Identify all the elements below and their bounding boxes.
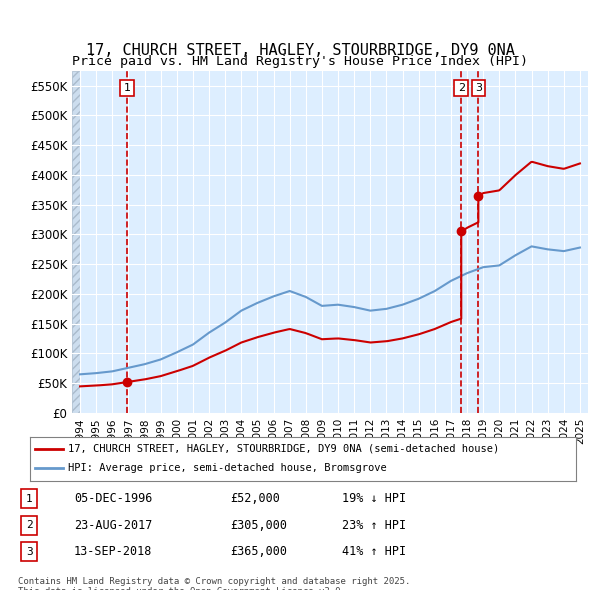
Text: 2: 2 — [458, 83, 465, 93]
Text: 17, CHURCH STREET, HAGLEY, STOURBRIDGE, DY9 0NA: 17, CHURCH STREET, HAGLEY, STOURBRIDGE, … — [86, 42, 514, 58]
Text: 23-AUG-2017: 23-AUG-2017 — [74, 519, 152, 532]
Text: Contains HM Land Registry data © Crown copyright and database right 2025.
This d: Contains HM Land Registry data © Crown c… — [18, 577, 410, 590]
Text: 05-DEC-1996: 05-DEC-1996 — [74, 492, 152, 505]
Text: £365,000: £365,000 — [230, 545, 287, 558]
Text: 1: 1 — [124, 83, 131, 93]
Text: Price paid vs. HM Land Registry's House Price Index (HPI): Price paid vs. HM Land Registry's House … — [72, 55, 528, 68]
Text: 3: 3 — [475, 83, 482, 93]
Text: 1: 1 — [26, 494, 32, 504]
Text: £52,000: £52,000 — [230, 492, 280, 505]
Text: 3: 3 — [26, 546, 32, 556]
Text: 19% ↓ HPI: 19% ↓ HPI — [341, 492, 406, 505]
Text: 2: 2 — [26, 520, 32, 530]
Text: 23% ↑ HPI: 23% ↑ HPI — [341, 519, 406, 532]
Text: HPI: Average price, semi-detached house, Bromsgrove: HPI: Average price, semi-detached house,… — [68, 464, 387, 473]
Text: £305,000: £305,000 — [230, 519, 287, 532]
Text: 17, CHURCH STREET, HAGLEY, STOURBRIDGE, DY9 0NA (semi-detached house): 17, CHURCH STREET, HAGLEY, STOURBRIDGE, … — [68, 444, 499, 454]
Text: 41% ↑ HPI: 41% ↑ HPI — [341, 545, 406, 558]
Text: 13-SEP-2018: 13-SEP-2018 — [74, 545, 152, 558]
